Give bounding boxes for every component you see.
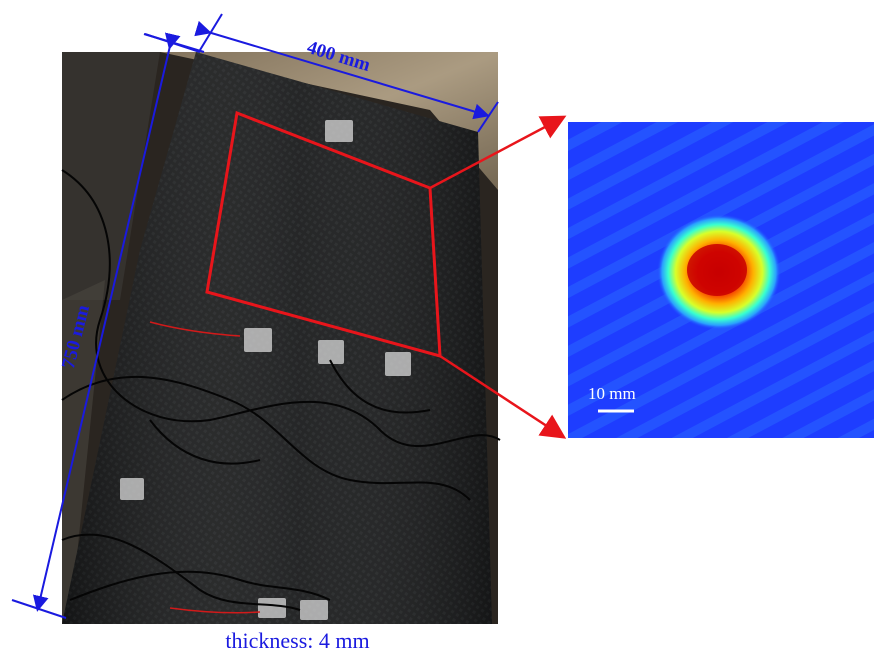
zoom-arrow-bottom xyxy=(439,354,567,439)
thickness-caption: thickness: 4 mm xyxy=(225,628,370,653)
panel-photo xyxy=(61,52,501,624)
damage-heatmap xyxy=(568,122,874,438)
length-dimension xyxy=(11,32,201,619)
zoom-arrow-top xyxy=(429,115,567,190)
scale-bar-label: 10 mm xyxy=(588,384,636,403)
